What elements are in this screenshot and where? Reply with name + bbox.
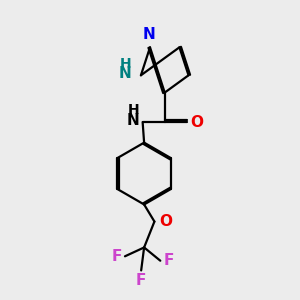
Text: O: O: [190, 115, 203, 130]
Text: N: N: [119, 66, 131, 81]
Text: F: F: [112, 249, 122, 264]
Text: N: N: [126, 113, 139, 128]
Text: H: H: [120, 57, 131, 71]
Text: H: H: [128, 103, 139, 117]
Text: N: N: [142, 27, 155, 42]
Text: F: F: [163, 253, 174, 268]
Text: F: F: [136, 273, 146, 288]
Text: O: O: [160, 214, 173, 229]
